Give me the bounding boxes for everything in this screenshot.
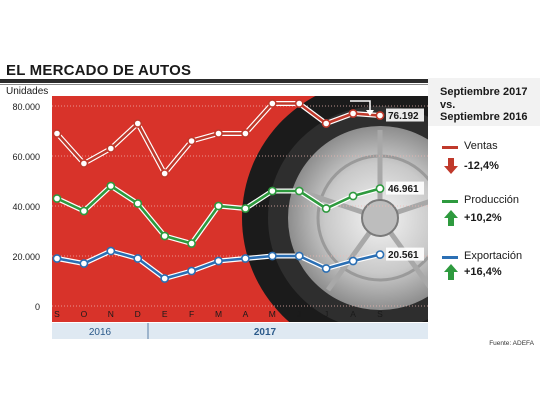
end-label-bg	[386, 247, 424, 261]
data-point	[375, 111, 385, 120]
y-tick-label: 80.000	[12, 102, 40, 112]
legend-label-ventas: Ventas	[464, 140, 498, 152]
data-point	[375, 184, 385, 193]
data-point	[79, 159, 89, 168]
data-point	[79, 206, 89, 216]
data-point	[214, 201, 223, 211]
x-tick-label: M	[215, 309, 222, 319]
arrow-up-icon	[444, 210, 458, 226]
x-tick-label: J	[324, 309, 328, 319]
data-point	[160, 169, 170, 178]
callout-arrow	[350, 100, 371, 110]
data-point	[187, 136, 196, 146]
data-point	[52, 129, 62, 138]
data-point	[348, 256, 358, 266]
data-point	[321, 264, 331, 273]
x-tick-label: J	[297, 309, 301, 319]
legend-change-ventas: -12,4%	[464, 160, 499, 172]
x-tick-label: F	[189, 309, 194, 319]
x-tick-label: A	[243, 309, 249, 319]
legend-label-produccion: Producción	[464, 194, 520, 206]
data-point	[348, 191, 358, 201]
legend-swatch-ventas	[442, 146, 458, 149]
arrow-down-icon	[444, 158, 458, 174]
data-point	[187, 239, 196, 248]
x-tick-label: D	[135, 309, 141, 319]
data-point	[214, 256, 223, 266]
end-label-bg	[386, 108, 424, 122]
data-point	[187, 266, 196, 276]
series-layer: 76.192 46.961 20.561	[52, 99, 424, 283]
data-point	[267, 99, 277, 108]
comparison-header-box	[428, 78, 540, 126]
data-point	[348, 109, 358, 118]
data-point	[214, 129, 223, 138]
data-point	[267, 186, 277, 196]
legend-swatch-exportacion	[442, 256, 458, 259]
data-point	[241, 254, 250, 263]
x-tick-label: N	[108, 309, 114, 319]
y-tick-label: 0	[35, 302, 40, 312]
legend-change-exportacion: +16,4%	[464, 266, 502, 278]
data-point	[106, 181, 116, 191]
data-point	[294, 99, 304, 108]
x-tick-label: M	[269, 309, 276, 319]
legend-swatch-produccion	[442, 200, 458, 203]
x-tick-label: S	[377, 309, 383, 319]
y-axis: 80.000 60.000 40.000 20.000 0	[12, 102, 40, 312]
callout-arrowhead	[366, 110, 374, 116]
chart-title: EL MERCADO DE AUTOS	[6, 62, 192, 79]
title-rule	[0, 79, 540, 83]
source-note: Fuente: ADEFA	[489, 340, 534, 347]
data-point	[106, 246, 116, 256]
legend-change-produccion: +10,2%	[464, 212, 502, 224]
data-point	[375, 250, 385, 259]
legend-label-exportacion: Exportación	[464, 250, 523, 262]
data-point	[160, 274, 170, 283]
data-point	[133, 254, 143, 263]
tire-image	[242, 96, 428, 322]
title-rule-thin	[0, 84, 540, 85]
x-tick-label: S	[54, 309, 60, 319]
data-point	[241, 129, 250, 138]
data-point	[133, 119, 143, 128]
data-point	[321, 119, 331, 128]
x-tick-label: A	[350, 309, 356, 319]
data-point	[294, 251, 304, 261]
y-tick-label: 20.000	[12, 252, 40, 262]
year-label-2016: 2016	[89, 327, 112, 338]
end-label: 76.192	[388, 111, 419, 122]
data-point	[79, 259, 89, 268]
y-tick-label: 40.000	[12, 202, 40, 212]
data-point	[133, 199, 143, 208]
arrow-up-icon	[444, 264, 458, 280]
x-tick-label: E	[162, 309, 168, 319]
year-band	[52, 323, 428, 339]
data-point	[106, 144, 116, 153]
end-label: 46.961	[388, 184, 419, 195]
data-point	[321, 204, 331, 213]
end-label-bg	[386, 181, 424, 195]
data-point	[241, 204, 250, 213]
data-point	[267, 251, 277, 261]
data-point	[52, 194, 62, 203]
year-label-2017: 2017	[254, 327, 277, 338]
data-point	[160, 231, 170, 241]
data-point	[294, 186, 304, 196]
data-point	[52, 254, 62, 263]
y-axis-label: Unidades	[6, 86, 48, 97]
comparison-heading: Septiembre 2017 vs. Septiembre 2016	[440, 86, 528, 123]
y-tick-label: 60.000	[12, 152, 40, 162]
end-label: 20.561	[388, 250, 419, 261]
x-tick-label: O	[81, 309, 88, 319]
